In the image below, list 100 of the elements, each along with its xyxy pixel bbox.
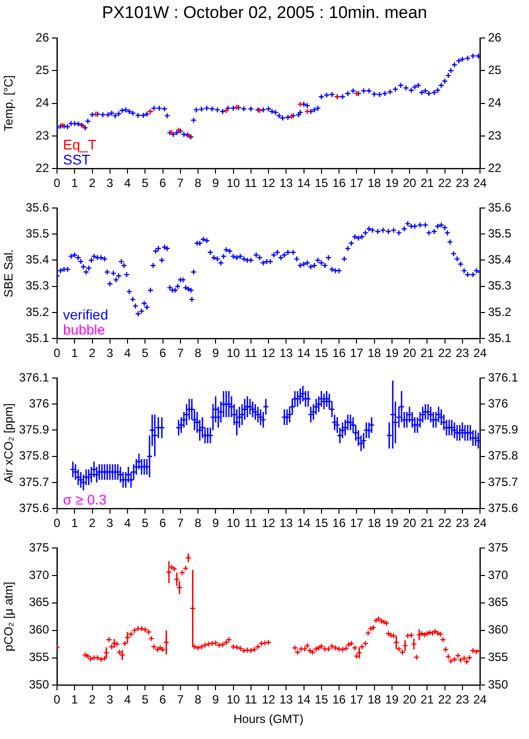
x-tick-label: 8: [194, 346, 202, 360]
x-tick-label: 14: [297, 692, 311, 707]
y-tick-label: 355: [28, 650, 50, 664]
x-tick-label: 15: [314, 346, 328, 360]
x-tick-label: 13: [279, 346, 294, 360]
x-tick-label: 6: [159, 692, 166, 707]
x-tick-label: 18: [368, 346, 382, 360]
point: [223, 107, 230, 114]
x-tick-label: 24: [473, 346, 487, 360]
y-tick-label: 35.2: [26, 304, 50, 319]
x-tick-label: 21: [420, 516, 434, 530]
x-tick-label: 11: [244, 692, 258, 707]
y2-tick-label: 376.1: [488, 370, 518, 384]
y-axis-title: SBE Sal.: [2, 249, 16, 298]
x-tick-label: 1: [71, 176, 78, 190]
y-tick-label: 360: [28, 622, 50, 637]
x-tick-label: 22: [438, 516, 452, 530]
x-tick-label: 13: [279, 516, 294, 530]
series-label: verified: [63, 306, 108, 323]
x-tick-label: 10: [226, 692, 240, 707]
x-tick-label: 19: [385, 516, 399, 530]
y2-tick-label: 22: [488, 160, 502, 175]
y-tick-label: 376: [28, 396, 50, 410]
y-tick-label: 23: [36, 128, 50, 142]
x-tick-label: 6: [159, 516, 166, 530]
x-tick-label: 18: [368, 176, 382, 190]
x-tick-label: 9: [212, 516, 220, 530]
x-tick-label: 2: [88, 516, 96, 530]
y2-tick-label: 370: [488, 568, 508, 582]
x-tick-label: 3: [106, 176, 114, 190]
y2-tick-label: 365: [488, 595, 508, 610]
x-tick-label: 23: [456, 176, 470, 190]
x-tick-label: 5: [142, 692, 149, 707]
x-tick-label: 22: [438, 346, 452, 360]
y2-tick-label: 26: [488, 30, 502, 44]
y-tick-label: 35.4: [26, 252, 50, 267]
x-tick-label: 19: [385, 692, 399, 707]
x-tick-label: 17: [350, 346, 364, 360]
x-tick-label: 3: [106, 692, 114, 707]
x-tick-label: 1: [71, 346, 78, 360]
x-tick-label: 9: [212, 176, 220, 190]
x-tick-label: 11: [244, 346, 258, 360]
x-tick-label: 3: [106, 346, 114, 360]
x-tick-label: 16: [332, 346, 346, 360]
series-label: Eq_T: [63, 136, 97, 153]
y2-tick-label: 35.3: [488, 278, 512, 293]
y-tick-label: 376.1: [18, 370, 50, 384]
x-tick-label: 14: [297, 516, 311, 530]
y-tick-label: 35.1: [26, 330, 50, 345]
x-tick-label: 12: [262, 346, 276, 360]
x-tick-label: 7: [177, 692, 184, 707]
x-tick-label: 21: [420, 692, 434, 707]
y2-tick-label: 23: [488, 128, 502, 142]
x-tick-label: 9: [212, 692, 220, 707]
x-tick-label: 0: [54, 516, 61, 530]
x-tick-label: 23: [456, 346, 470, 360]
y2-tick-label: 25: [488, 62, 502, 77]
y-tick-label: 375.7: [18, 474, 50, 489]
y2-tick-label: 375.9: [488, 422, 518, 437]
x-tick-label: 15: [314, 692, 328, 707]
x-tick-label: 19: [385, 176, 399, 190]
x-tick-label: 16: [332, 176, 346, 190]
x-tick-label: 0: [54, 346, 61, 360]
y2-tick-label: 24: [488, 96, 502, 110]
x-tick-label: 12: [262, 692, 276, 707]
x-tick-label: 4: [124, 692, 132, 707]
x-tick-label: 10: [226, 176, 240, 190]
y-tick-label: 375.6: [18, 500, 50, 515]
y-tick-label: 350: [28, 678, 50, 692]
x-tick-label: 6: [159, 346, 166, 360]
x-tick-label: 0: [54, 692, 61, 707]
x-tick-label: 15: [314, 176, 328, 190]
legend-label: bubble: [63, 322, 106, 338]
x-tick-label: 13: [279, 176, 294, 190]
y2-tick-label: 375.7: [488, 474, 518, 489]
x-tick-label: 6: [159, 176, 166, 190]
y-tick-label: 24: [36, 96, 50, 110]
legend-label: σ ≥ 0.3: [63, 492, 107, 508]
y2-tick-label: 35.5: [488, 226, 512, 240]
x-tick-label: 5: [142, 516, 149, 530]
x-tick-label: 20: [402, 516, 416, 530]
x-tick-label: 10: [226, 516, 240, 530]
x-tick-label: 15: [314, 516, 328, 530]
y-tick-label: 35.3: [26, 278, 50, 293]
y2-tick-label: 35.1: [488, 330, 512, 345]
y-axis-title: Air xCO₂ [ppm]: [2, 403, 16, 484]
x-tick-label: 1: [71, 692, 78, 707]
x-tick-label: 17: [350, 692, 364, 707]
x-tick-label: 7: [177, 346, 184, 360]
x-tick-label: 22: [438, 176, 452, 190]
point: [297, 101, 304, 108]
x-tick-label: 7: [177, 176, 184, 190]
y-tick-label: 370: [28, 568, 50, 582]
x-tick-label: 24: [473, 692, 487, 707]
x-tick-label: 12: [262, 176, 276, 190]
x-tick-label: 19: [385, 346, 399, 360]
point: [304, 108, 310, 115]
x-tick-label: 9: [212, 346, 220, 360]
x-tick-label: 21: [420, 346, 434, 360]
x-tick-label: 18: [368, 692, 382, 707]
